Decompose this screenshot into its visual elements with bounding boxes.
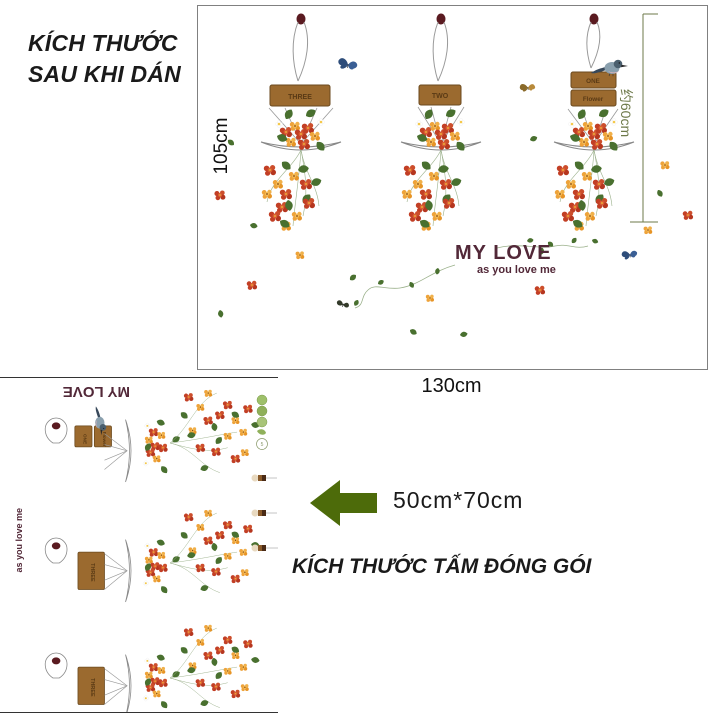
svg-text:5: 5: [261, 442, 264, 448]
